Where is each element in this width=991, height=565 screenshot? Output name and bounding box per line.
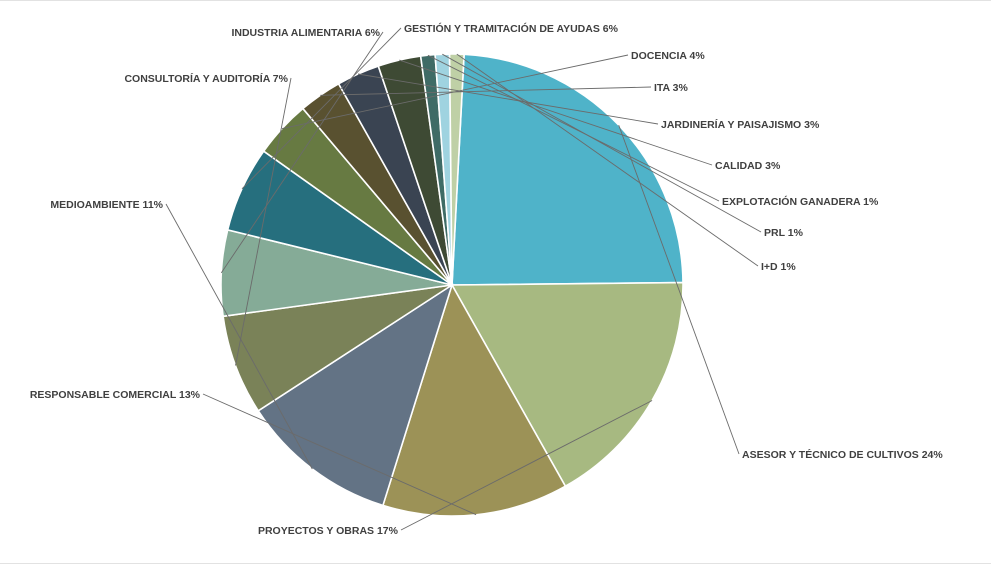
leader-line	[220, 31, 384, 274]
slice-label: JARDINERÍA Y PAISAJISMO 3%	[661, 118, 820, 131]
leader-line	[442, 53, 762, 233]
pie-slices	[220, 53, 684, 517]
leader-line	[399, 59, 713, 166]
leader-line	[235, 77, 292, 366]
slice-label: I+D 1%	[761, 261, 796, 273]
slice-label: MEDIOAMBIENTE 11%	[50, 199, 163, 211]
leader-line	[456, 53, 759, 267]
slice-label: GESTIÓN Y TRAMITACIÓN DE AYUDAS 6%	[404, 22, 619, 35]
leader-lines	[165, 27, 762, 531]
slice-label: ITA 3%	[654, 82, 689, 94]
leader-line	[618, 124, 740, 455]
slice-label: ASESOR Y TÉCNICO DE CULTIVOS 24%	[742, 448, 943, 461]
slice-label: EXPLOTACIÓN GANADERA 1%	[722, 195, 879, 208]
slice-label: INDUSTRIA ALIMENTARIA 6%	[231, 27, 380, 39]
slice-label: CALIDAD 3%	[715, 160, 781, 172]
leader-line	[400, 400, 653, 531]
leader-line	[357, 73, 659, 125]
leader-line	[165, 203, 313, 470]
slice-label: PROYECTOS Y OBRAS 17%	[258, 525, 399, 537]
slice-labels: ASESOR Y TÉCNICO DE CULTIVOS 24% PROYECTO…	[30, 22, 944, 537]
leader-line	[320, 86, 652, 96]
slice-label: RESPONSABLE COMERCIAL 13%	[30, 389, 201, 401]
leader-line	[202, 393, 477, 516]
slice-label: CONSULTORÍA Y AUDITORÍA 7%	[124, 72, 288, 85]
pie-slice	[381, 282, 567, 517]
leader-line	[427, 54, 720, 202]
slice-label: DOCENCIA 4%	[631, 50, 705, 62]
leader-line	[241, 27, 402, 190]
slice-label: PRL 1%	[764, 227, 804, 239]
